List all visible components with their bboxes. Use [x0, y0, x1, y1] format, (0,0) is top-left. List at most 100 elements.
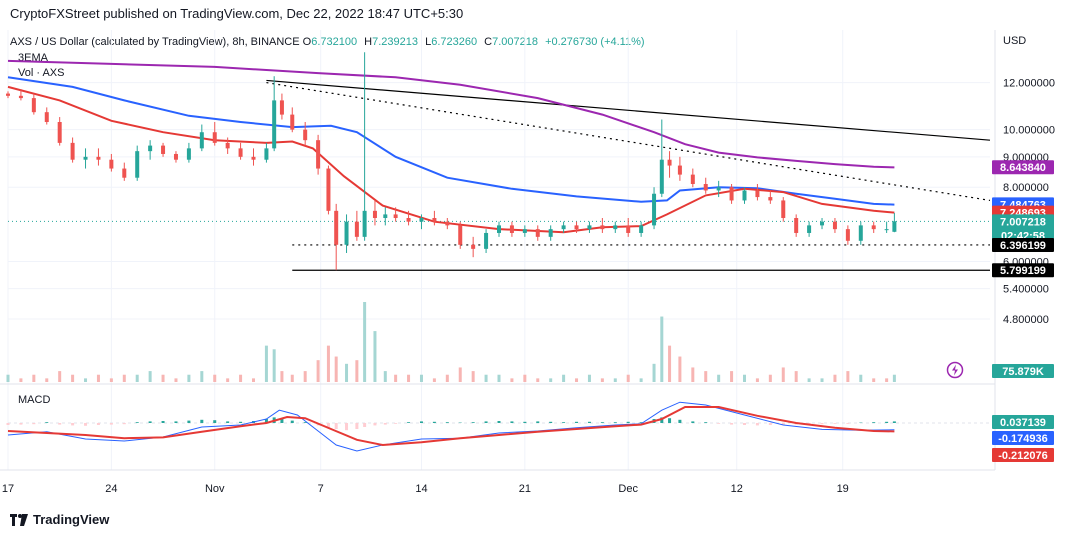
- volume-bar: [252, 378, 255, 382]
- volume-bar: [200, 371, 204, 382]
- volume-bar: [355, 360, 359, 382]
- candle-body: [393, 214, 398, 219]
- macd-histogram-bar: [536, 421, 540, 423]
- macd-histogram-bar: [768, 423, 772, 425]
- macd-signal-badge-bg: [992, 448, 1054, 462]
- macd-histogram-badge-bg: [992, 415, 1054, 429]
- candle-body: [548, 229, 553, 237]
- macd-histogram-bar: [781, 423, 785, 425]
- ema-lines: [7, 59, 895, 234]
- tradingview-footer[interactable]: TradingView: [10, 512, 109, 527]
- volume-bar: [660, 316, 664, 382]
- macd-histogram-bar: [510, 421, 514, 423]
- close-value: 7.007218: [492, 36, 538, 48]
- x-tick-label: 19: [837, 483, 849, 495]
- indicator-volume-label[interactable]: Vol · AXS: [18, 67, 65, 79]
- macd-histogram-bar: [239, 421, 243, 423]
- y-tick-label: 10.000000: [1003, 125, 1055, 137]
- price-badge-bg: [992, 237, 1054, 252]
- candle-body: [892, 221, 897, 232]
- volume-badge-text: 75.879K: [1002, 366, 1044, 378]
- macd-histogram-bar: [96, 423, 100, 425]
- macd-histogram-bar: [419, 421, 423, 423]
- macd-histogram-bar: [639, 422, 643, 423]
- candle-body: [251, 156, 256, 160]
- macd-histogram-bar: [355, 423, 359, 429]
- volume-bar: [383, 371, 387, 382]
- macd-histogram-bar: [613, 422, 617, 423]
- macd-histogram-bar: [497, 421, 501, 423]
- candle-body: [471, 244, 476, 249]
- volume-bar: [326, 345, 330, 382]
- low-value: 6.723260: [431, 36, 478, 48]
- candle-body: [484, 232, 489, 249]
- candle-body: [122, 168, 127, 178]
- high-value: 7.239213: [372, 36, 419, 48]
- macd-histogram-bar: [833, 423, 837, 424]
- macd-histogram-bar: [187, 420, 191, 423]
- volume-bar: [213, 374, 217, 382]
- macd-histogram-bar: [471, 422, 475, 423]
- macd-histogram-badge: 0.037139: [992, 415, 1054, 429]
- macd-histogram-bar: [892, 421, 896, 423]
- candle-body: [755, 190, 760, 198]
- candle-body: [272, 100, 277, 149]
- candle-body: [212, 132, 217, 143]
- candle-body: [225, 142, 230, 149]
- candle-body: [70, 142, 75, 160]
- lightning-icon[interactable]: [946, 361, 964, 379]
- candle-body: [445, 221, 450, 226]
- volume-bar: [394, 374, 398, 382]
- candle-body: [677, 165, 682, 175]
- candle-body: [820, 221, 825, 226]
- volume-bar: [432, 378, 436, 382]
- candle-body: [354, 221, 359, 237]
- volume-bar: [704, 371, 708, 382]
- candle-body: [858, 225, 863, 241]
- candle-body: [716, 187, 721, 191]
- macd-histogram-bar: [549, 421, 553, 423]
- candlesticks: [6, 52, 897, 271]
- macd-histogram-bar: [394, 423, 398, 424]
- volume-bar: [135, 374, 139, 382]
- x-tick-label: 14: [415, 483, 427, 495]
- candle-body: [729, 187, 734, 201]
- candle-body: [303, 129, 308, 141]
- macd-histogram-bar: [730, 423, 734, 425]
- volume-bar: [562, 374, 566, 382]
- trend-lines: [8, 79, 991, 271]
- candle-body: [406, 218, 411, 222]
- volume-bar: [730, 371, 734, 382]
- candle-body: [535, 229, 540, 237]
- volume-bar: [587, 374, 591, 382]
- publisher-header: CryptoFXStreet published on TradingView.…: [10, 6, 464, 21]
- price-badges: 8.6438407.4847637.2486937.00721802:42:58…: [992, 160, 1054, 462]
- x-tick-label: 12: [731, 483, 743, 495]
- volume-bar: [458, 367, 462, 382]
- macd-line: [7, 401, 895, 452]
- candle-body: [652, 193, 657, 226]
- volume-bar: [58, 371, 62, 382]
- candle-body: [326, 168, 331, 211]
- volume-bar: [174, 378, 178, 382]
- candle-body: [832, 221, 837, 230]
- volume-bars: [6, 302, 896, 382]
- macd-histogram-bar: [345, 423, 349, 431]
- candle-body: [561, 225, 566, 230]
- pair-name[interactable]: AXS / US Dollar (calculated by TradingVi…: [10, 36, 300, 48]
- macd-histogram-bar: [122, 423, 126, 425]
- candle-body: [199, 132, 204, 149]
- indicator-macd-label[interactable]: MACD: [18, 394, 51, 406]
- macd-histogram-bar: [743, 423, 746, 425]
- volume-bar: [96, 374, 100, 382]
- candle-body: [659, 159, 664, 194]
- volume-bar: [652, 363, 656, 382]
- macd-histogram-bar: [820, 423, 824, 425]
- x-tick-label: 21: [519, 483, 531, 495]
- macd-histogram-bar: [587, 421, 591, 423]
- volume-bar: [19, 378, 23, 382]
- ema-line: [7, 85, 895, 234]
- volume-bar: [626, 374, 630, 382]
- macd-histogram-bar: [407, 422, 411, 423]
